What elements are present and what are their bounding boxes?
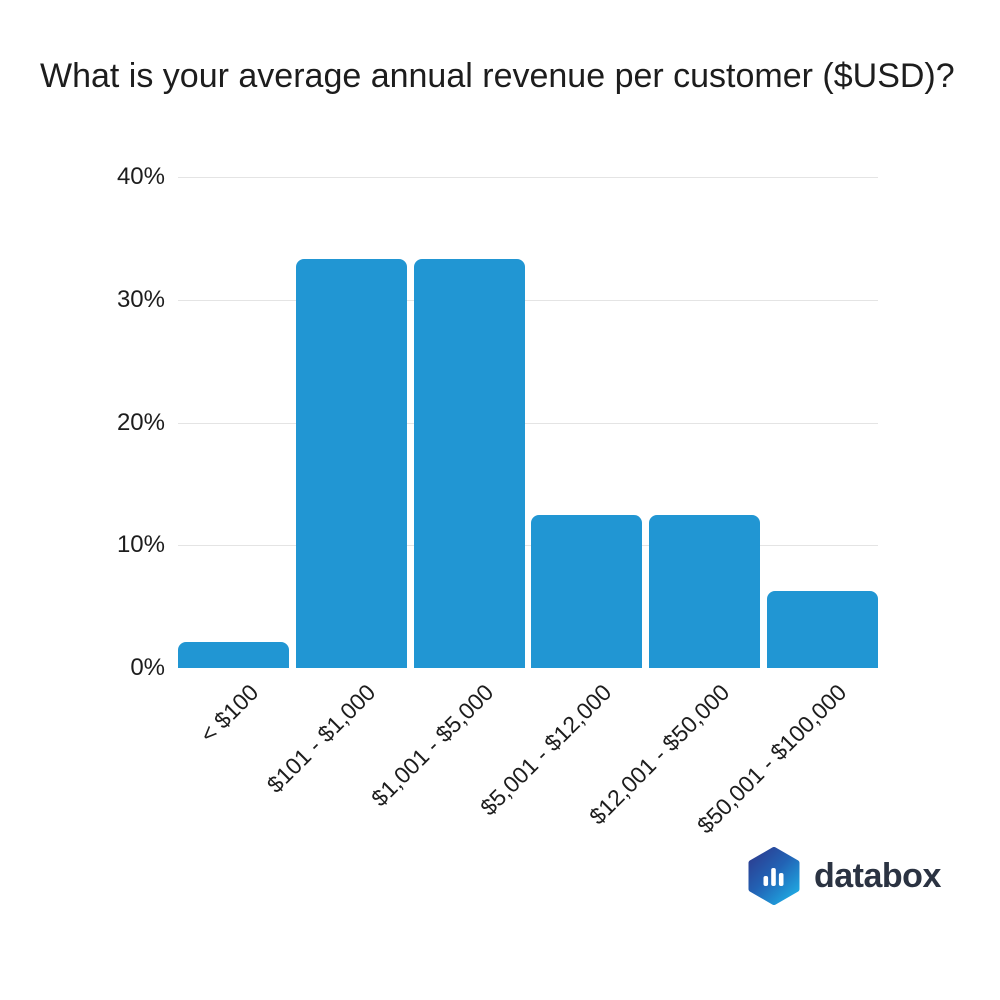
y-axis-tick-label: 10% bbox=[116, 531, 165, 559]
gridline bbox=[178, 300, 878, 301]
x-axis-tick-label: $101 - $1,000 bbox=[261, 679, 381, 798]
chart-title: What is your average annual revenue per … bbox=[40, 57, 955, 95]
bar-0 bbox=[178, 642, 289, 668]
gridline bbox=[178, 177, 878, 178]
bar-1 bbox=[296, 259, 407, 668]
bar-3 bbox=[531, 515, 642, 668]
gridline bbox=[178, 423, 878, 424]
databox-wordmark: databox bbox=[814, 856, 941, 895]
gridline bbox=[178, 545, 878, 546]
bar-chart-glyph-icon bbox=[763, 868, 784, 886]
bar-5 bbox=[767, 591, 878, 668]
y-axis-tick-label: 0% bbox=[130, 654, 165, 681]
y-axis-tick-label: 20% bbox=[116, 408, 165, 436]
y-axis-tick-label: 30% bbox=[116, 285, 165, 313]
y-axis-tick-label: 40% bbox=[116, 163, 165, 190]
x-axis-tick-label: $1,001 - $5,000 bbox=[366, 679, 499, 812]
bar-4 bbox=[649, 515, 760, 668]
x-axis-tick-label: < $100 bbox=[194, 679, 264, 748]
databox-hexagon-icon bbox=[748, 847, 800, 905]
bar-2 bbox=[414, 259, 525, 668]
databox-logo: databox bbox=[747, 847, 941, 905]
